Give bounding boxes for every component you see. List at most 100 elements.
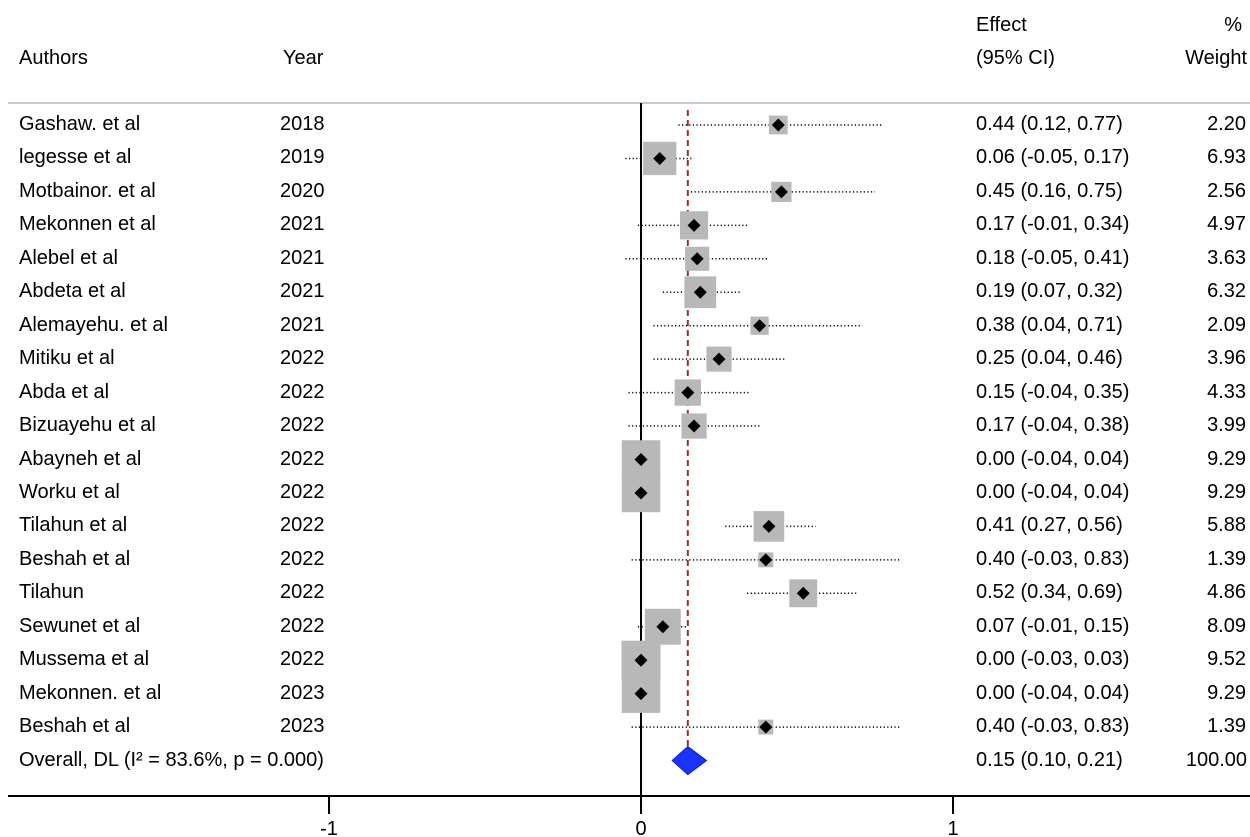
study-author: Worku et al (19, 480, 120, 503)
study-effect-ci: 0.38 (0.04, 0.71) (976, 313, 1123, 336)
overall-diamond (671, 745, 708, 776)
study-author: Mussema et al (19, 648, 150, 671)
point-estimate (759, 720, 773, 734)
study-effect-ci: 0.00 (-0.04, 0.04) (976, 447, 1130, 470)
study-year: 2022 (280, 614, 325, 637)
study-author: Abda et al (19, 380, 110, 403)
study-author: Gashaw. et al (19, 113, 141, 135)
study-weight: 3.99 (1207, 414, 1246, 437)
study-weight: 5.88 (1207, 514, 1246, 537)
study-effect-ci: 0.40 (-0.03, 0.83) (976, 715, 1130, 738)
study-effect-ci: 0.18 (-0.05, 0.41) (976, 246, 1130, 269)
study-year: 2022 (280, 648, 325, 671)
study-year: 2022 (280, 480, 325, 503)
x-tick-label: -1 (320, 818, 338, 837)
study-year: 2022 (280, 581, 325, 604)
study-effect-ci: 0.06 (-0.05, 0.17) (976, 146, 1130, 169)
point-estimate (681, 386, 695, 400)
header-effect: Effect (976, 14, 1027, 36)
study-year: 2022 (280, 547, 325, 570)
study-year: 2020 (280, 179, 325, 202)
study-effect-ci: 0.25 (0.04, 0.46) (976, 347, 1123, 370)
study-effect-ci: 0.17 (-0.04, 0.38) (976, 414, 1130, 437)
study-year: 2021 (280, 246, 325, 269)
x-tick-label: 1 (947, 818, 958, 837)
point-estimate (690, 252, 704, 266)
study-weight: 9.29 (1207, 681, 1246, 704)
point-estimate (687, 218, 701, 232)
study-weight: 9.52 (1207, 648, 1246, 671)
study-weight: 6.93 (1207, 146, 1246, 169)
study-author: Alemayehu. et al (19, 313, 168, 336)
study-year: 2022 (280, 347, 325, 370)
study-effect-ci: 0.00 (-0.04, 0.04) (976, 480, 1130, 503)
header-year: Year (283, 47, 324, 69)
point-estimate (712, 352, 726, 366)
study-author: Beshah et al (19, 715, 131, 738)
study-author: Mekonnen et al (19, 213, 156, 236)
study-weight: 9.29 (1207, 447, 1246, 470)
point-estimate (634, 687, 648, 701)
study-weight: 6.32 (1207, 280, 1246, 303)
study-weight: 4.86 (1207, 581, 1246, 604)
study-author: Mitiku et al (19, 347, 115, 370)
overall-label: Overall, DL (I² = 83.6%, p = 0.000) (19, 748, 324, 771)
study-year: 2021 (280, 313, 325, 336)
study-weight: 2.20 (1207, 113, 1246, 135)
study-effect-ci: 0.40 (-0.03, 0.83) (976, 547, 1130, 570)
study-effect-ci: 0.15 (-0.04, 0.35) (976, 380, 1130, 403)
study-year: 2021 (280, 213, 325, 236)
study-year: 2023 (280, 715, 325, 738)
point-estimate (753, 319, 767, 333)
study-weight: 9.29 (1207, 480, 1246, 503)
study-effect-ci: 0.52 (0.34, 0.69) (976, 581, 1123, 604)
point-estimate (759, 553, 773, 567)
study-year: 2023 (280, 681, 325, 704)
study-author: Alebel et al (19, 246, 118, 269)
point-estimate (634, 653, 648, 667)
study-author: Abayneh et al (19, 447, 142, 470)
study-weight: 3.96 (1207, 347, 1246, 370)
study-author: Tilahun et al (19, 514, 128, 537)
study-effect-ci: 0.17 (-0.01, 0.34) (976, 213, 1130, 236)
study-year: 2018 (280, 113, 325, 135)
overall-weight: 100.00 (1185, 748, 1247, 771)
study-author: Tilahun (19, 581, 84, 604)
study-effect-ci: 0.00 (-0.04, 0.04) (976, 681, 1130, 704)
point-estimate (634, 453, 648, 466)
study-weight: 1.39 (1207, 715, 1246, 738)
study-author: Motbainor. et al (19, 179, 156, 202)
study-weight: 4.33 (1207, 380, 1246, 403)
study-author: Beshah et al (19, 547, 131, 570)
point-estimate (634, 486, 648, 500)
study-effect-ci: 0.00 (-0.03, 0.03) (976, 648, 1130, 671)
point-estimate (762, 519, 776, 533)
study-author: legesse et al (19, 146, 132, 169)
study-weight: 2.09 (1207, 313, 1246, 336)
point-estimate (774, 185, 788, 199)
overall-effect-ci: 0.15 (0.10, 0.21) (976, 748, 1123, 771)
header-weight: Weight (1185, 47, 1247, 69)
header-percent: % (1224, 14, 1242, 36)
study-year: 2022 (280, 514, 325, 537)
x-tick-label: 0 (635, 818, 646, 837)
study-year: 2021 (280, 280, 325, 303)
study-effect-ci: 0.45 (0.16, 0.75) (976, 179, 1123, 202)
point-estimate (653, 151, 667, 165)
point-estimate (656, 620, 670, 634)
header-authors: Authors (19, 47, 88, 69)
study-effect-ci: 0.07 (-0.01, 0.15) (976, 614, 1130, 637)
study-effect-ci: 0.41 (0.27, 0.56) (976, 514, 1123, 537)
study-author: Mekonnen. et al (19, 681, 162, 704)
header-ci: (95% CI) (976, 47, 1055, 69)
study-weight: 1.39 (1207, 547, 1246, 570)
study-effect-ci: 0.19 (0.07, 0.32) (976, 280, 1123, 303)
study-author: Sewunet et al (19, 614, 141, 637)
study-weight: 3.63 (1207, 246, 1246, 269)
study-author: Bizuayehu et al (19, 414, 156, 437)
study-year: 2022 (280, 447, 325, 470)
study-year: 2022 (280, 414, 325, 437)
study-year: 2022 (280, 380, 325, 403)
point-estimate (687, 419, 701, 433)
